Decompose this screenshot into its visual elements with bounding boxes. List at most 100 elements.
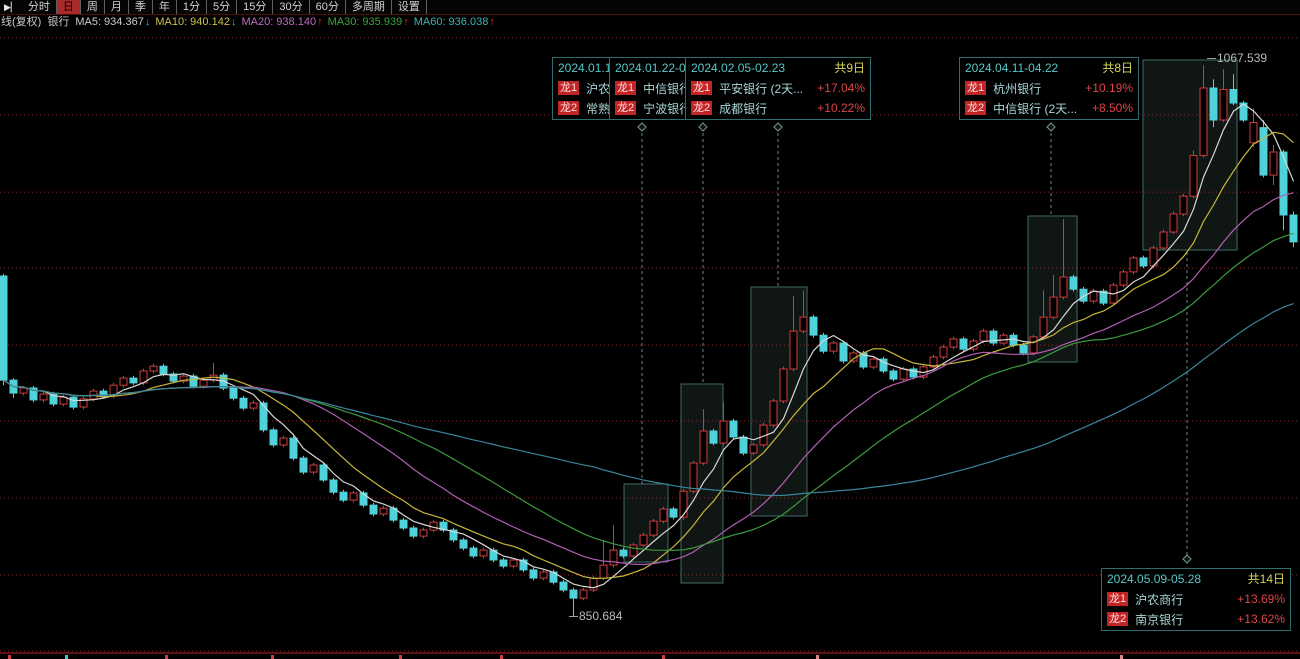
stock-name: 成都银行	[719, 101, 768, 116]
leader-rank-badge: 龙2	[615, 101, 637, 115]
ma5-line	[3, 103, 1295, 589]
gain-percent: +13.62%	[1237, 612, 1285, 626]
gain-percent: +17.04%	[817, 81, 865, 95]
leader-stock-row: 龙1 中信银行	[615, 78, 743, 98]
gain-percent: +10.22%	[817, 101, 865, 115]
volume-bar-tip	[271, 655, 274, 659]
leader-rank-badge: 龙1	[615, 81, 637, 95]
volume-bar-tip	[662, 655, 665, 659]
period-tabs: 分时日周月季年 1分 5分 15分 30分 60分 多周期 设置	[22, 0, 427, 14]
callout-box-5: 2024.05.09-05.28 共14日龙1 沪农商行 +13.69% 龙2 南京银行 +…	[1101, 568, 1291, 631]
tab-30分[interactable]: 30分	[273, 0, 310, 14]
chart-area: 2024.01.1 龙1 沪农 龙2 常熟 2024.01.22-0 龙1 中信银行 龙2 宁波银…	[0, 28, 1300, 653]
tab-15分[interactable]: 15分	[237, 0, 274, 14]
callout-connectors	[637, 122, 1192, 564]
tab-60分[interactable]: 60分	[310, 0, 346, 14]
tab-周[interactable]: 周	[81, 0, 105, 14]
tab-年[interactable]: 年	[153, 0, 177, 14]
volume-pane-cropped	[0, 654, 1300, 659]
arrow-down-icon: ↓	[144, 15, 151, 28]
callout-box-2: 2024.01.22-0 龙1 中信银行 龙2 宁波银行	[609, 57, 749, 120]
gain-percent: +10.19%	[1085, 81, 1133, 95]
pointer-dash-icon	[1207, 57, 1216, 59]
tab-月[interactable]: 月	[105, 0, 129, 14]
callout-day-count: 共8日	[1102, 61, 1133, 75]
tab-季[interactable]: 季	[129, 0, 153, 14]
gain-percent: +8.50%	[1091, 101, 1133, 115]
tab-5分[interactable]: 5分	[207, 0, 238, 14]
stock-name: 宁波银行	[643, 101, 692, 116]
stock-name: 杭州银行	[993, 81, 1042, 96]
leader-stock-row: 龙1 杭州银行 +10.19%	[965, 78, 1133, 98]
arrow-up-icon: ↑	[403, 15, 409, 28]
leader-stock-row: 龙2 南京银行 +13.62%	[1107, 609, 1285, 629]
callout-date: 2024.01.22-0	[615, 61, 686, 75]
leader-rank-badge: 龙2	[1107, 612, 1129, 626]
callout-date: 2024.04.11-04.22	[965, 61, 1059, 75]
callout-box-3: 2024.02.05-02.23 共9日 龙1 平安银行 (2天... +17.04% 龙…	[685, 57, 871, 120]
tab-多周期[interactable]: 多周期	[346, 0, 392, 14]
low-price-label: 850.684	[569, 609, 622, 623]
toolbar: ▶▏ 分时日周月季年 1分 5分 15分 30分 60分 多周期 设置	[0, 0, 1300, 15]
ma-readout-ma60: MA60: 936.038↑	[413, 15, 495, 28]
leader-rank-badge: 龙2	[558, 101, 580, 115]
gridlines	[0, 37, 1300, 652]
series-label: 线(复权)	[1, 15, 42, 28]
leader-stock-row: 龙1 沪农	[558, 78, 666, 98]
ma-values: MA5: 934.367↓ MA10: 940.142↓ MA20: 938.140…	[75, 16, 500, 29]
tab-分时[interactable]: 分时	[22, 0, 57, 14]
volume-bar-tip	[399, 655, 402, 659]
indicator-bar: 线(复权) 银行 MA5: 934.367↓ MA10: 940.142↓ MA20…	[0, 15, 1300, 29]
leader-stock-row: 龙2 宁波银行	[615, 98, 743, 118]
ma-readout-ma30: MA30: 935.939↑	[327, 15, 409, 28]
callout-day-count: 共14日	[1247, 572, 1285, 586]
ma-readout-ma10: MA10: 940.142↓	[155, 15, 237, 28]
ma10-line	[3, 131, 1294, 580]
stock-name: 中信银行 (2天...	[993, 101, 1078, 116]
leader-rank-badge: 龙1	[1107, 592, 1129, 606]
leader-rank-badge: 龙2	[965, 101, 987, 115]
stock-name: 中信银行	[643, 81, 692, 96]
pane-divider	[0, 652, 1300, 654]
volume-bar-tip	[8, 655, 11, 659]
leader-stock-row: 龙2 中信银行 (2天... +8.50%	[965, 98, 1133, 118]
callout-date: 2024.01.1	[558, 61, 612, 75]
volume-bar-tip	[1120, 655, 1123, 659]
stock-name: 南京银行	[1135, 612, 1184, 627]
stock-name: 常熟	[586, 101, 611, 116]
symbol-name: 银行	[47, 15, 70, 28]
ma-readout-ma20: MA20: 938.140↑	[241, 15, 323, 28]
kline-chart[interactable]	[0, 28, 1300, 653]
highlight-boxes	[623, 59, 1238, 584]
arrow-up-icon: ↑	[317, 15, 323, 28]
leader-stock-row: 龙1 沪农商行 +13.69%	[1107, 589, 1285, 609]
leader-stock-row: 龙2 常熟	[558, 98, 666, 118]
leader-rank-badge: 龙1	[965, 81, 987, 95]
ma60-line	[3, 303, 1294, 497]
arrow-down-icon: ↓	[230, 15, 237, 28]
tab-1分[interactable]: 1分	[177, 0, 207, 14]
candles-layer	[0, 65, 1298, 617]
gain-percent: +13.69%	[1237, 592, 1285, 606]
volume-bar-tip	[816, 655, 819, 659]
leader-rank-badge: 龙1	[558, 81, 580, 95]
high-price-label: 1067.539	[1207, 51, 1267, 65]
leader-stock-row: 龙1 平安银行 (2天... +17.04%	[691, 78, 865, 98]
ma-readout-ma5: MA5: 934.367↓	[75, 15, 151, 28]
volume-bar-tip	[500, 655, 503, 659]
callout-box-4: 2024.04.11-04.22 共8日龙1 杭州银行 +10.19% 龙2 中信银行 (…	[959, 57, 1139, 120]
volume-bar-tip	[165, 655, 168, 659]
ma-lines	[3, 103, 1295, 589]
stock-name: 沪农	[586, 81, 611, 96]
stock-name: 平安银行 (2天...	[719, 81, 804, 96]
leader-rank-badge: 龙1	[691, 81, 713, 95]
stock-name: 沪农商行	[1135, 592, 1184, 607]
callout-date: 2024.05.09-05.28	[1107, 572, 1202, 586]
tab-设置[interactable]: 设置	[392, 0, 427, 14]
playhead-icon[interactable]: ▶▏	[4, 1, 18, 12]
leader-stock-row: 龙2 成都银行 +10.22%	[691, 98, 865, 118]
leader-rank-badge: 龙2	[691, 101, 713, 115]
arrow-up-icon: ↑	[489, 15, 495, 28]
callout-date: 2024.02.05-02.23	[691, 61, 786, 75]
tab-日[interactable]: 日	[56, 0, 81, 14]
